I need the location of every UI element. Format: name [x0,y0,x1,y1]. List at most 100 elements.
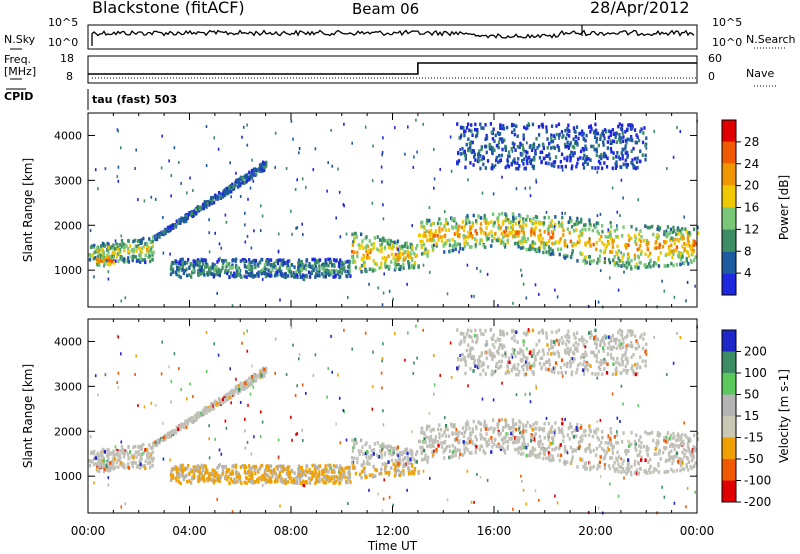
velocity-cell [519,420,522,425]
velocity-cell [210,405,213,410]
velocity-cell [110,460,113,465]
power-speck [199,268,202,272]
velocity-cell [435,450,438,454]
velocity-cell [373,442,376,446]
velocity-cell [243,381,246,385]
power-cell [148,237,151,241]
power-speck [459,148,461,151]
velocity-cell [595,446,598,451]
velocity-cell [509,426,513,430]
power-cell [198,270,201,274]
power-cell [551,241,554,246]
power-cell [356,254,359,259]
velocity-cell [665,470,668,474]
power-speck [235,171,237,175]
power-cell [109,246,112,251]
power-cell [236,185,240,189]
power-cell [621,261,625,265]
power-speck [150,195,153,199]
power-cell [629,123,632,127]
velocity-cell [258,373,261,377]
power-cell [638,247,641,251]
velocity-cell [601,335,605,340]
power-cell [469,149,472,153]
velocity-cell [449,455,452,459]
velocity-cell [237,384,240,388]
velocity-cell [114,465,117,469]
velocity-cell [464,441,467,445]
velocity-cell [292,477,295,481]
power-cell [263,262,267,267]
velocity-cell [298,472,302,477]
velocity-cell [571,457,574,462]
velocity-cell [419,445,422,450]
velocity-cell [301,474,304,478]
power-cell [532,157,535,162]
velocity-cell [441,433,444,438]
power-cell [204,258,207,263]
power-cell [309,271,312,276]
power-cell [285,266,288,270]
power-cell [601,129,605,134]
velocity-cell [686,444,690,449]
power-cell [208,271,211,275]
velocity-cell [293,479,296,483]
power-cell [448,243,452,247]
power-cell [491,163,494,167]
velocity-cell [263,468,267,473]
power-speck [524,186,527,190]
velocity-cell [118,458,121,462]
velocity-cell [107,456,110,461]
power-cell [685,256,688,261]
velocity-cell [672,469,675,474]
velocity-cell [140,456,143,461]
velocity-cell [202,468,205,472]
power-cell [443,224,446,229]
velocity-cell [560,336,564,340]
velocity-cell [306,470,310,474]
velocity-cell [681,433,684,437]
power-cell [510,231,513,235]
velocity-cell [467,354,470,359]
power-cell [375,262,378,267]
velocity-cell [96,468,99,473]
power-speck [527,122,530,125]
velocity-cell [402,472,405,477]
velocity-cell [502,426,505,430]
velocity-cell [365,455,368,459]
power-cell [344,269,347,274]
power-cell [609,139,612,143]
velocity-cell [211,471,215,475]
velocity-cell [225,395,228,400]
velocity-cell [511,433,514,438]
power-cell [346,269,350,274]
power-cell [393,240,396,245]
power-cell [625,140,628,145]
power-cell [206,264,209,269]
velocity-cell [308,468,311,472]
velocity-cell [466,441,470,445]
velocity-cell [380,467,383,472]
power-cell [503,245,507,249]
power-cell [226,190,229,195]
power-speck [274,165,276,169]
power-cell [113,251,117,255]
velocity-cell [472,369,475,373]
power-speck [303,278,306,282]
power-cell [573,222,576,227]
power-cell [570,166,573,171]
power-cell [421,239,424,244]
velocity-cell [258,369,262,373]
power-cell [221,266,224,271]
power-speck [444,210,446,214]
velocity-cell [179,463,182,468]
power-speck [97,187,99,191]
velocity-cell [506,446,509,451]
power-cell [676,253,680,258]
power-cell [624,146,627,151]
velocity-cell [237,472,241,477]
velocity-cell [404,456,407,460]
power-cell [199,260,202,264]
power-cell [614,162,617,166]
power-cell [465,217,469,221]
